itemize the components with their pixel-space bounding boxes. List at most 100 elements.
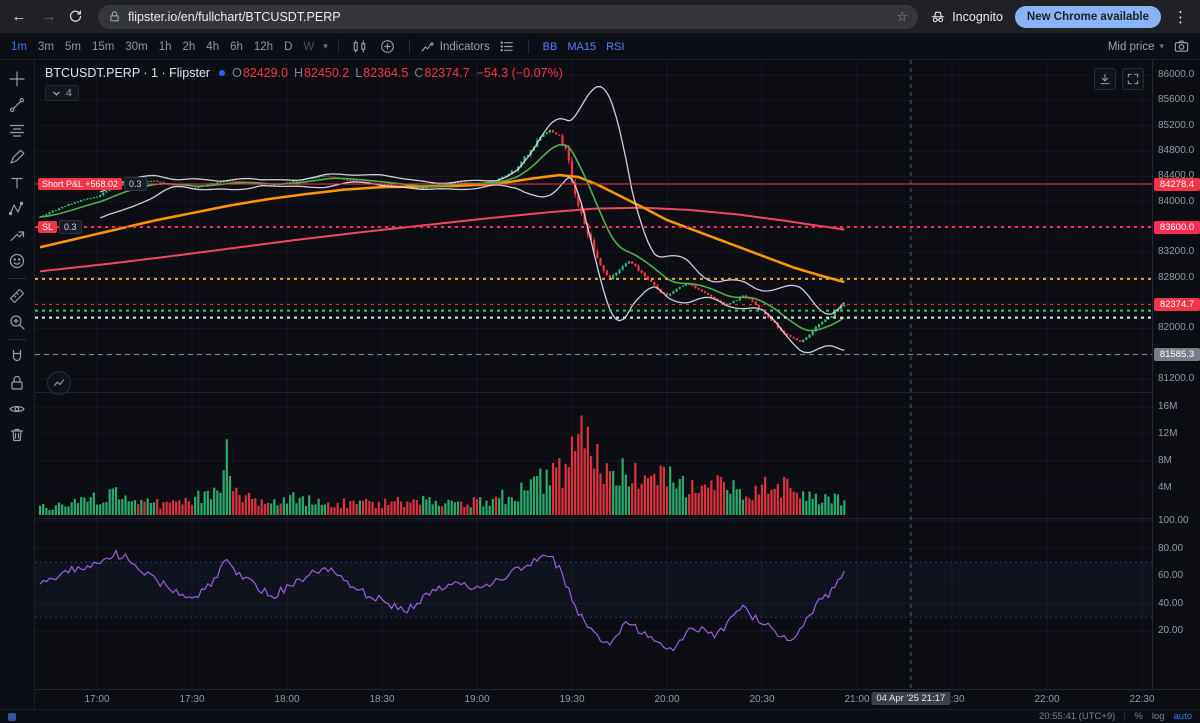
price-badge: 82374.7	[1154, 298, 1200, 311]
text-tool[interactable]	[4, 170, 30, 196]
time-tick: 21:00	[844, 694, 869, 705]
volume-tick: 16M	[1158, 401, 1177, 412]
price-axis[interactable]: 86000.085600.085200.084800.084400.084000…	[1152, 60, 1200, 689]
trash-tool[interactable]	[4, 422, 30, 448]
timeframe-12h[interactable]: 12h	[251, 40, 276, 54]
go-to-latest-button[interactable]	[1094, 68, 1116, 90]
ohlc-change-value: −54.3 (−0.07%)	[477, 66, 563, 80]
emoji-tool[interactable]	[4, 248, 30, 274]
scale-auto-button[interactable]: auto	[1174, 711, 1193, 722]
ohlc-open-label: O	[232, 66, 242, 80]
timeframe-5m[interactable]: 5m	[62, 40, 84, 54]
fullscreen-icon	[1126, 72, 1140, 86]
crosshair-tool[interactable]	[4, 66, 30, 92]
indicator-chip-ma15[interactable]: MA15	[567, 41, 596, 53]
tool-separator	[8, 339, 26, 340]
chart-area[interactable]: BTCUSDT.PERP · 1 · Flipster O82429.0 H82…	[35, 60, 1200, 709]
sl-qty-badge[interactable]: 0.3	[59, 220, 82, 234]
magnet-tool[interactable]	[4, 344, 30, 370]
ohlc-low-label: L	[355, 66, 362, 80]
price-tick: 85200.0	[1158, 120, 1194, 131]
timeframe-D[interactable]: D	[281, 40, 295, 54]
chart-type-candles-icon[interactable]	[349, 37, 371, 57]
eye-tool[interactable]	[4, 396, 30, 422]
rsi-tick: 100.00	[1158, 515, 1189, 526]
trash-icon	[8, 426, 26, 444]
crosshair-icon	[8, 70, 26, 88]
price-badge: 84278.4	[1154, 178, 1200, 191]
timeframe-2h[interactable]: 2h	[180, 40, 199, 54]
ohlc-open-value: 82429.0	[243, 66, 288, 80]
indicators-icon	[420, 39, 436, 55]
timeframe-15m[interactable]: 15m	[89, 40, 117, 54]
indicator-chip-bb[interactable]: BB	[543, 41, 558, 53]
browser-menu-icon[interactable]: ⋮	[1169, 8, 1192, 26]
address-bar[interactable]: flipster.io/en/fullchart/BTCUSDT.PERP ☆	[98, 5, 918, 29]
timeframe-3m[interactable]: 3m	[35, 40, 57, 54]
indicator-chip-rsi[interactable]: RSI	[606, 41, 624, 53]
provider-logo[interactable]	[47, 371, 71, 395]
time-marker-badge: 04 Apr '25 21:17	[871, 692, 950, 705]
price-tick: 86000.0	[1158, 69, 1194, 80]
timeframe-1h[interactable]: 1h	[156, 40, 175, 54]
time-tick: 18:30	[369, 694, 394, 705]
scale-log-button[interactable]: log	[1152, 711, 1165, 722]
forward-button[interactable]: →	[38, 6, 60, 28]
toolbar-separator	[409, 39, 410, 54]
trend-line-tool[interactable]	[4, 92, 30, 118]
sl-badge[interactable]: SL	[38, 221, 57, 233]
lock-tool[interactable]	[4, 370, 30, 396]
chrome-update-button[interactable]: New Chrome available	[1015, 6, 1161, 28]
status-logo-icon[interactable]	[8, 713, 16, 721]
time-tick: 18:00	[274, 694, 299, 705]
price-mode-select[interactable]: Mid price ▾	[1108, 41, 1164, 53]
indicator-chip-group: BB MA15 RSI	[543, 41, 625, 53]
toolbar-separator	[338, 39, 339, 54]
main-row: BTCUSDT.PERP · 1 · Flipster O82429.0 H82…	[0, 60, 1200, 709]
status-separator	[1124, 712, 1125, 721]
symbol-legend: BTCUSDT.PERP · 1 · Flipster O82429.0 H82…	[45, 66, 563, 103]
brush-tool[interactable]	[4, 144, 30, 170]
time-axis[interactable]: 17:0017:3018:0018:3019:0019:3020:0020:30…	[35, 689, 1200, 709]
rsi-tick: 20.00	[1158, 625, 1183, 636]
time-tick: 19:00	[464, 694, 489, 705]
time-tick: 22:30	[1129, 694, 1154, 705]
timeframe-4h[interactable]: 4h	[203, 40, 222, 54]
timeframe-more-icon[interactable]: ▾	[323, 41, 328, 52]
timeframe-6h[interactable]: 6h	[227, 40, 246, 54]
pnl-badge[interactable]: Short P&L +568.02	[38, 178, 122, 190]
pnl-qty-badge[interactable]: 0.3	[124, 177, 147, 191]
timeframe-W[interactable]: W	[300, 40, 317, 54]
scale-percent-button[interactable]: %	[1134, 711, 1142, 722]
templates-icon[interactable]	[496, 37, 518, 57]
price-chart-canvas[interactable]	[35, 60, 1152, 689]
legend-title[interactable]: BTCUSDT.PERP · 1 · Flipster	[45, 66, 210, 80]
short-position-row: Short P&L +568.02 0.3	[38, 177, 147, 191]
indicators-collapsed-toggle[interactable]: 4	[45, 85, 79, 101]
forecast-tool[interactable]	[4, 222, 30, 248]
chart-logo-icon	[52, 376, 66, 390]
fullscreen-button[interactable]	[1122, 68, 1144, 90]
timeframe-1m[interactable]: 1m	[8, 40, 30, 54]
clock[interactable]: 20:55:41 (UTC+9)	[1039, 711, 1115, 722]
bookmark-icon[interactable]: ☆	[897, 9, 909, 25]
measure-tool[interactable]	[4, 283, 30, 309]
time-tick: 17:30	[179, 694, 204, 705]
volume-tick: 12M	[1158, 428, 1177, 439]
reload-button[interactable]	[68, 9, 90, 24]
rsi-tick: 60.00	[1158, 570, 1183, 581]
incognito-icon	[930, 9, 946, 25]
price-mode-label: Mid price	[1108, 41, 1155, 53]
emoji-icon	[8, 252, 26, 270]
xabcd-pattern-icon	[8, 200, 26, 218]
compare-icon[interactable]	[377, 37, 399, 57]
back-button[interactable]: ←	[8, 6, 30, 28]
xabcd-pattern-tool[interactable]	[4, 196, 30, 222]
fib-retracement-tool[interactable]	[4, 118, 30, 144]
camera-icon[interactable]	[1170, 37, 1192, 57]
zoom-in-tool[interactable]	[4, 309, 30, 335]
indicators-button[interactable]: Indicators	[420, 39, 490, 55]
timeframe-30m[interactable]: 30m	[122, 40, 150, 54]
stop-loss-row: SL 0.3	[38, 220, 82, 234]
site-security-icon[interactable]	[108, 10, 121, 23]
